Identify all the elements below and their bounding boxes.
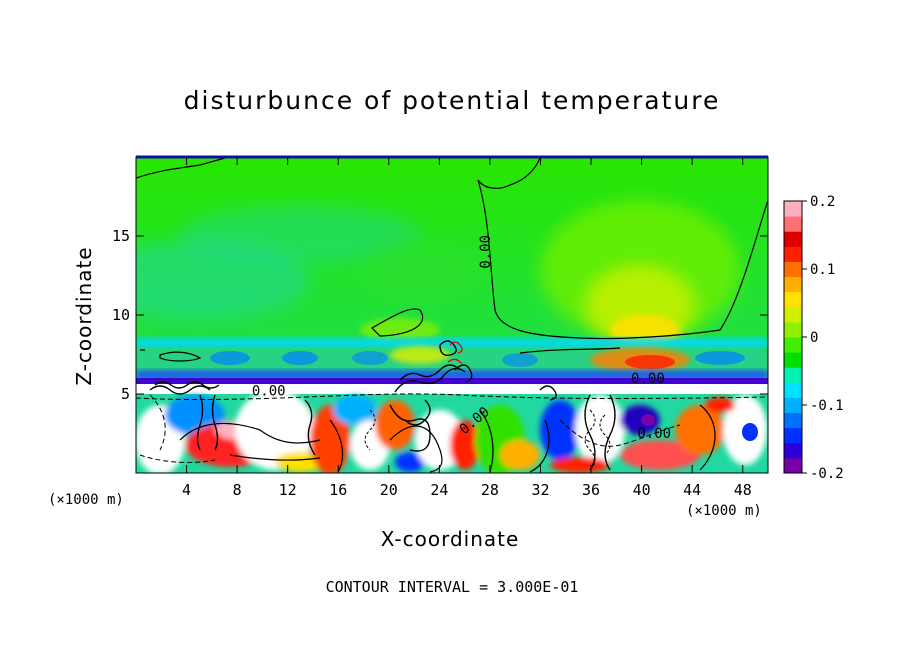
contour-label: 0.00 (252, 384, 286, 400)
y-tick-label: 5 (121, 385, 130, 403)
x-tick-label: 16 (329, 481, 347, 499)
y-axis-label: Z-coordinate (72, 246, 96, 386)
contour-label: 0.00 (478, 235, 494, 269)
colorbar-swatch (784, 201, 802, 217)
colorbar-tick-label: 0 (810, 330, 818, 346)
chart-title: disturbunce of potential temperature (183, 86, 721, 115)
contour-label: 0.00 (631, 371, 665, 387)
x-tick-label: 48 (734, 481, 752, 499)
colorbar-swatch (784, 261, 802, 278)
x-unit-left: (×1000 m) (48, 492, 124, 508)
colorbar-swatch (784, 397, 802, 414)
colorbar-swatch (784, 442, 802, 459)
colorbar-swatch (784, 246, 802, 262)
contour-label: 0.00 (637, 426, 671, 442)
x-unit-right: (×1000 m) (686, 503, 762, 519)
x-tick-label: 28 (481, 481, 499, 499)
x-tick-label: 44 (683, 481, 701, 499)
colorbar-swatch (784, 321, 802, 338)
colorbar-tick-label: -0.1 (810, 398, 844, 414)
x-tick-label: 20 (380, 481, 398, 499)
plot-field (136, 157, 768, 473)
x-tick-label: 40 (633, 481, 651, 499)
colorbar-swatch (784, 367, 802, 383)
colorbar-swatch (784, 231, 802, 247)
colorbar: 0.2 0.1 0 -0.1 -0.2 (783, 194, 844, 482)
x-tick-label: 24 (430, 481, 448, 499)
x-tick-label: 36 (582, 481, 600, 499)
colorbar-swatch (784, 291, 802, 308)
y-tick-label: 15 (112, 227, 130, 245)
x-tick-label: 4 (182, 481, 191, 499)
colorbar-swatch (784, 337, 802, 353)
y-tick-label: 10 (112, 306, 130, 324)
colorbar-swatch (784, 306, 802, 323)
colorbar-tick-label: 0.1 (810, 262, 835, 278)
x-tick-label: 8 (233, 481, 242, 499)
colorbar-swatch (784, 412, 802, 429)
contour-interval-note: CONTOUR INTERVAL = 3.000E-01 (325, 578, 579, 596)
x-axis-label: X-coordinate (380, 527, 520, 551)
colorbar-swatch (784, 457, 802, 474)
x-tick-label: 32 (531, 481, 549, 499)
colorbar-swatch (784, 352, 802, 368)
colorbar-tick-label: 0.2 (810, 194, 835, 210)
colorbar-swatch (784, 276, 802, 293)
colorbar-swatch (784, 216, 802, 232)
colorbar-swatch (784, 427, 802, 444)
x-tick-label: 12 (279, 481, 297, 499)
colorbar-tick-label: -0.2 (810, 466, 844, 482)
colorbar-swatch (784, 382, 802, 398)
